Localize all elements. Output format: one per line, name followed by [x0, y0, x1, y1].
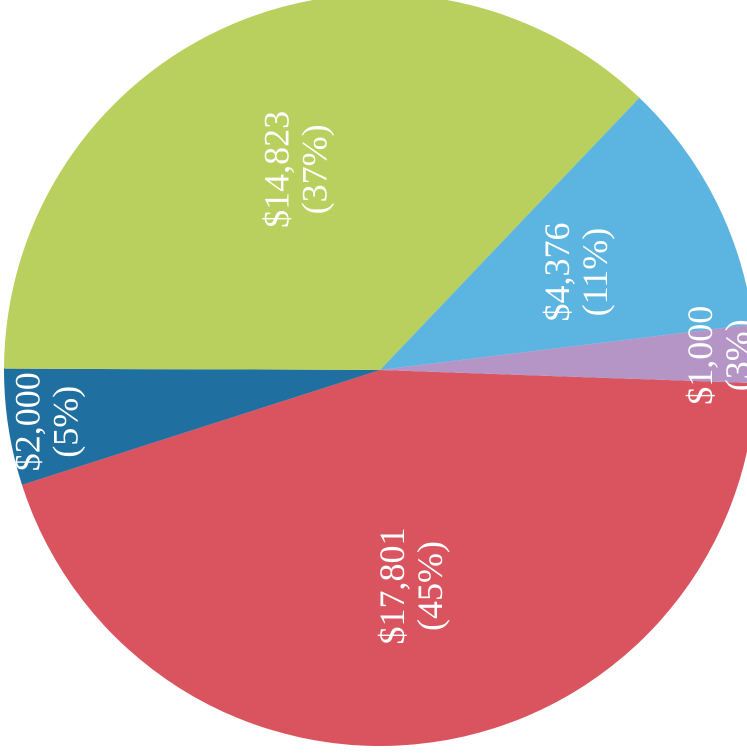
percent-label: (5%) [46, 386, 86, 458]
data-label: $14,823(37%) [256, 111, 334, 228]
value-label: $1,000 [680, 306, 720, 405]
value-label: $17,801 [372, 528, 412, 645]
value-label: $2,000 [8, 372, 48, 471]
slice-label: $14,823(37%) [256, 111, 334, 228]
percent-label: (11%) [575, 228, 615, 317]
data-label: $2,000(5%) [8, 372, 86, 471]
slice-label: $1,000(3%) [680, 306, 747, 405]
pie-slice [380, 97, 747, 370]
percent-label: (3%) [718, 319, 747, 391]
value-label: $4,376 [537, 223, 577, 322]
data-label: $1,000(3%) [680, 306, 747, 405]
data-label: $17,801(45%) [372, 528, 450, 645]
value-label: $14,823 [256, 111, 296, 228]
percent-label: (45%) [410, 541, 450, 631]
data-label: $4,376(11%) [537, 223, 615, 322]
percent-label: (37%) [294, 124, 334, 214]
pie-slice [3, 368, 380, 485]
slice-label: $4,376(11%) [537, 223, 615, 322]
slice-label: $17,801(45%) [372, 528, 450, 645]
pie-slice [4, 0, 640, 370]
pie-slice [380, 324, 747, 383]
slice-label: $2,000(5%) [8, 372, 86, 471]
pie-slice [21, 370, 747, 746]
